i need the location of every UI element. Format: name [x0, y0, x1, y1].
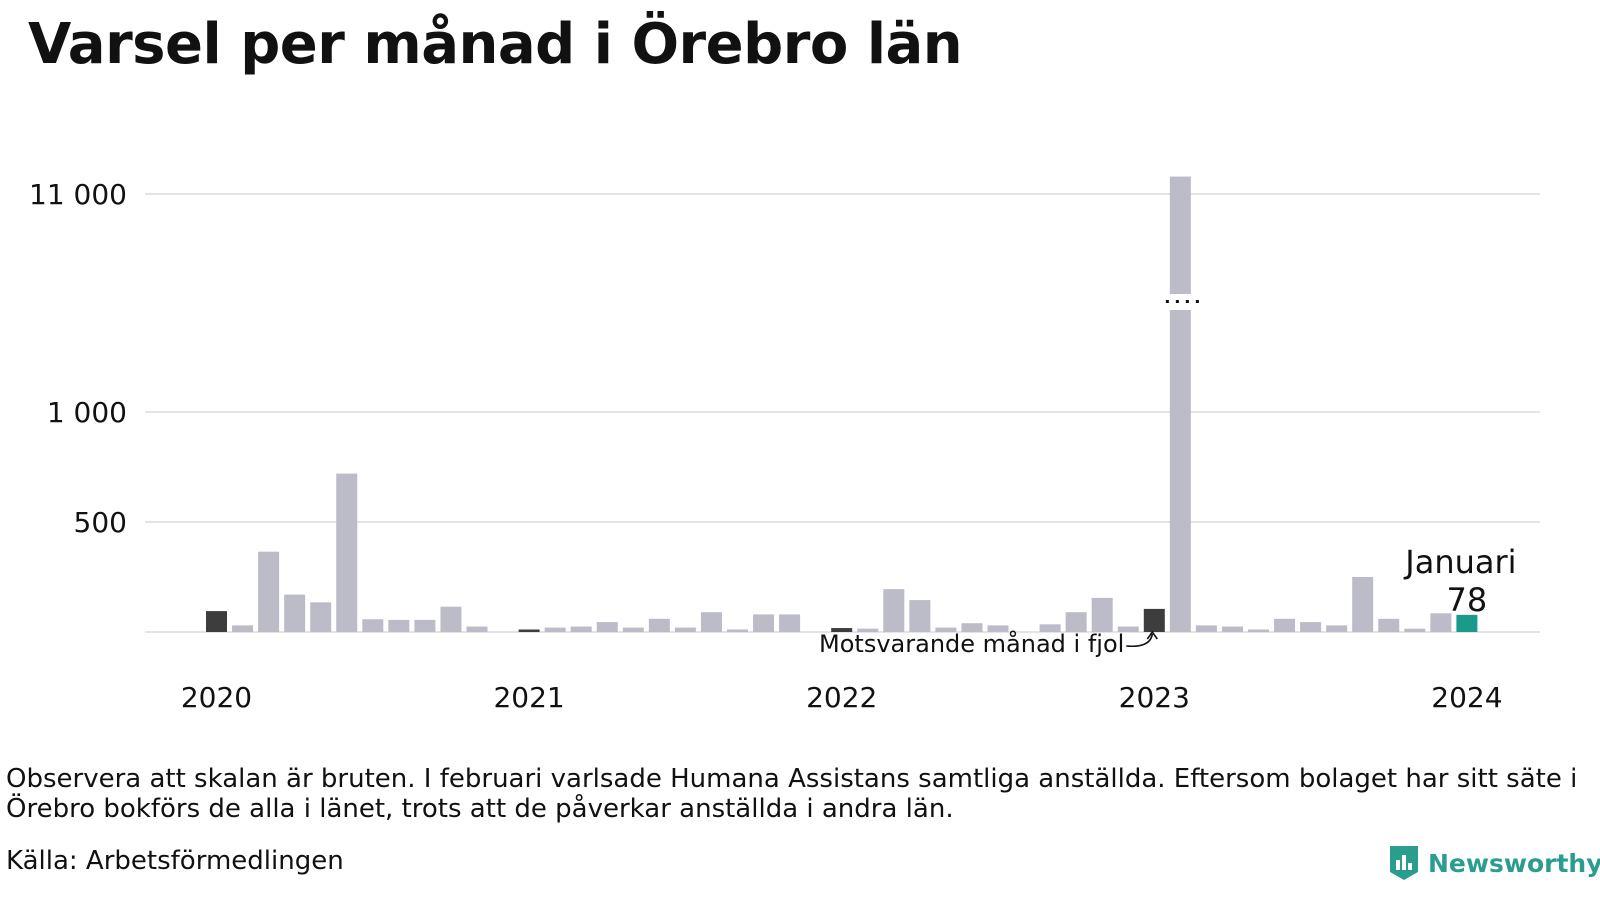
bar-2021-09	[727, 629, 748, 632]
scale-break-dot	[1165, 300, 1169, 303]
bar-2022-11	[1091, 597, 1113, 632]
comparison-arrow	[1126, 633, 1154, 648]
x-year-label: 2024	[1431, 681, 1502, 714]
bar-2023-03	[1195, 625, 1217, 632]
x-year-label: 2023	[1119, 681, 1190, 714]
bar-chart: 500 1 000 11 000 2020 2021 2022 2023 2024 Janua…	[29, 176, 1540, 714]
bar-2022-01	[831, 628, 853, 632]
bar-2023-10	[1378, 618, 1400, 632]
chart-title: Varsel per månad i Örebro län	[28, 12, 963, 77]
brand-name: Newsworthy	[1428, 848, 1600, 878]
bar-2022-10	[1065, 612, 1087, 632]
bar-2020-05	[310, 602, 332, 632]
bar-2020-11	[466, 626, 488, 632]
bar-2020-07	[362, 619, 384, 632]
scale-break-dot	[1185, 300, 1189, 303]
comparison-label: Motsvarande månad i fjol	[819, 629, 1124, 658]
bar-2022-05	[935, 627, 957, 632]
x-year-label: 2022	[806, 681, 877, 714]
bar-2021-11	[779, 614, 801, 632]
bar-2020-02	[232, 625, 254, 632]
bar-2020-01	[206, 611, 227, 632]
source-credit: Källa: Arbetsförmedlingen	[6, 846, 344, 876]
bar-2021-05	[622, 627, 644, 632]
bar-2023-08	[1326, 625, 1348, 632]
bar-2020-06	[336, 473, 358, 632]
scale-break-gap	[1165, 294, 1195, 310]
bar-2024-01	[1456, 614, 1478, 632]
footnote: Observera att skalan är bruten. I februa…	[6, 764, 1578, 824]
highlight-value-label: 78	[1447, 581, 1488, 619]
bar-2022-04	[909, 600, 931, 632]
x-year-label: 2021	[493, 681, 564, 714]
bar-2022-12	[1117, 626, 1139, 632]
bar-2023-05	[1248, 629, 1269, 632]
bar-2023-11	[1404, 628, 1426, 632]
highlight-month-label: Januari	[1403, 543, 1516, 581]
bar-2022-09	[1039, 624, 1061, 632]
scale-break-dot	[1195, 300, 1199, 303]
scale-break-dot	[1175, 300, 1179, 303]
y-tick-label: 500	[74, 506, 127, 539]
bar-2020-10	[440, 606, 462, 632]
bar-2021-04	[596, 622, 618, 632]
bar-2023-01	[1143, 608, 1165, 632]
bar-2020-09	[414, 619, 436, 632]
axis-labels: 500 1 000 11 000 2020 2021 2022 2023 2024	[29, 178, 1503, 714]
bar-2023-04	[1221, 626, 1243, 632]
bar-2021-06	[648, 618, 670, 632]
bars	[206, 176, 1478, 632]
y-tick-label: 1 000	[47, 396, 127, 429]
bar-2021-02	[544, 627, 566, 632]
y-tick-label: 11 000	[29, 178, 127, 211]
bar-2021-01	[518, 629, 540, 632]
newsworthy-logo-icon	[1390, 846, 1418, 880]
brand-logo[interactable]: Newsworthy	[1388, 844, 1600, 882]
bar-2023-09	[1352, 577, 1374, 632]
bar-2023-07	[1300, 622, 1322, 632]
bar-2023-12	[1430, 613, 1452, 632]
bar-2022-06	[961, 623, 983, 632]
bar-2022-07	[987, 625, 1009, 632]
bar-2022-02	[857, 628, 879, 632]
x-year-label: 2020	[181, 681, 252, 714]
bar-2021-10	[753, 614, 775, 632]
bar-2021-08	[700, 612, 722, 632]
bar-2022-03	[883, 589, 905, 632]
bar-2020-08	[388, 619, 410, 632]
bar-2020-04	[284, 594, 306, 632]
bar-2023-02	[1169, 176, 1191, 632]
bar-2023-06	[1274, 618, 1296, 632]
comparison-arrowhead	[1146, 630, 1158, 640]
bar-2020-03	[258, 551, 280, 632]
bar-2021-03	[570, 626, 592, 632]
bar-2021-07	[674, 627, 696, 632]
